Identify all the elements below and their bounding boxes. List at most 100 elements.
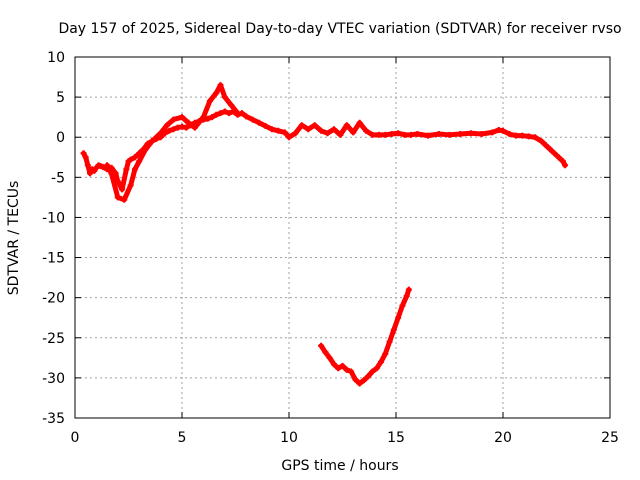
y-axis-label: SDTVAR / TECUs bbox=[6, 181, 22, 296]
data-point bbox=[551, 150, 558, 157]
data-point bbox=[375, 131, 382, 138]
data-point bbox=[268, 126, 275, 133]
data-point bbox=[326, 354, 333, 361]
y-tick-label: -15 bbox=[42, 251, 65, 267]
x-tick-label: 10 bbox=[280, 430, 298, 446]
data-point bbox=[191, 124, 198, 131]
data-point bbox=[382, 350, 389, 357]
data-point bbox=[401, 131, 408, 138]
data-point bbox=[369, 131, 376, 138]
data-point bbox=[226, 110, 233, 117]
data-point bbox=[378, 358, 385, 365]
data-point bbox=[121, 196, 128, 203]
data-point bbox=[213, 90, 220, 97]
data-point bbox=[243, 113, 250, 120]
x-tick-label: 20 bbox=[494, 430, 512, 446]
data-point bbox=[82, 154, 89, 161]
data-point bbox=[127, 156, 134, 163]
data-point bbox=[221, 108, 228, 115]
series-line-3 bbox=[318, 287, 412, 387]
data-point bbox=[275, 127, 282, 134]
data-point bbox=[467, 130, 474, 137]
data-point bbox=[183, 124, 190, 131]
data-point bbox=[330, 126, 337, 133]
data-point bbox=[91, 167, 98, 174]
data-point bbox=[542, 142, 549, 149]
data-point bbox=[157, 130, 164, 137]
data-point bbox=[104, 162, 111, 169]
data-point bbox=[217, 110, 224, 117]
data-point bbox=[228, 102, 235, 109]
data-point bbox=[356, 119, 363, 126]
data-point bbox=[405, 286, 412, 293]
x-tick-label: 0 bbox=[71, 430, 80, 446]
y-tick-label: -20 bbox=[42, 291, 65, 307]
data-point bbox=[555, 154, 562, 161]
x-tick-label: 25 bbox=[601, 430, 619, 446]
data-point bbox=[343, 122, 350, 129]
data-series bbox=[80, 82, 569, 387]
data-point bbox=[324, 130, 331, 137]
data-point bbox=[208, 114, 215, 121]
data-point bbox=[519, 132, 526, 139]
data-point bbox=[221, 94, 228, 101]
data-point bbox=[330, 361, 337, 368]
data-point bbox=[185, 119, 192, 126]
data-point bbox=[204, 115, 211, 122]
data-point bbox=[399, 302, 406, 309]
data-point bbox=[318, 342, 325, 349]
data-point bbox=[136, 158, 143, 165]
data-point bbox=[343, 366, 350, 373]
series-line-2 bbox=[104, 82, 241, 203]
data-point bbox=[262, 122, 269, 129]
data-point bbox=[206, 98, 213, 105]
y-tick-label: 10 bbox=[47, 50, 65, 66]
data-point bbox=[131, 154, 138, 161]
data-point bbox=[532, 134, 539, 141]
data-point bbox=[457, 131, 464, 138]
data-point bbox=[360, 377, 367, 384]
data-point bbox=[335, 365, 342, 372]
ticks: 0 5 10 15 20 25 10 5 0 -5 -10 -15 -20 -25 -30 -35 bbox=[42, 50, 619, 446]
data-point bbox=[149, 138, 156, 145]
data-point bbox=[559, 158, 566, 165]
data-point bbox=[348, 368, 355, 375]
data-point bbox=[217, 82, 224, 89]
y-tick-label: -10 bbox=[42, 210, 65, 226]
data-point bbox=[489, 129, 496, 136]
data-point bbox=[281, 129, 288, 136]
data-point bbox=[119, 186, 126, 193]
data-point bbox=[547, 146, 554, 153]
data-point bbox=[114, 194, 121, 201]
data-point bbox=[369, 368, 376, 375]
data-point bbox=[213, 111, 220, 118]
plot-frame bbox=[74, 56, 611, 419]
data-point bbox=[318, 127, 325, 134]
data-point bbox=[382, 131, 389, 138]
data-point bbox=[478, 131, 485, 138]
data-point bbox=[249, 116, 256, 123]
data-point bbox=[414, 131, 421, 138]
x-tick-label: 15 bbox=[387, 430, 405, 446]
data-point bbox=[234, 110, 241, 117]
data-point bbox=[170, 126, 177, 133]
data-point bbox=[506, 131, 513, 138]
chart-title: Day 157 of 2025, Sidereal Day-to-day VTE… bbox=[58, 21, 621, 37]
data-point bbox=[562, 162, 569, 169]
data-point bbox=[256, 119, 263, 126]
data-point bbox=[166, 127, 173, 134]
data-point bbox=[365, 373, 372, 380]
data-point bbox=[80, 150, 87, 157]
data-point bbox=[363, 127, 370, 134]
data-point bbox=[352, 376, 359, 383]
data-point bbox=[395, 130, 402, 137]
data-point bbox=[292, 130, 299, 137]
data-point bbox=[84, 162, 91, 169]
data-point bbox=[179, 114, 185, 121]
data-point bbox=[446, 131, 453, 138]
data-point bbox=[373, 365, 380, 372]
data-point bbox=[99, 163, 106, 170]
data-point bbox=[350, 129, 357, 136]
data-point bbox=[86, 170, 93, 177]
